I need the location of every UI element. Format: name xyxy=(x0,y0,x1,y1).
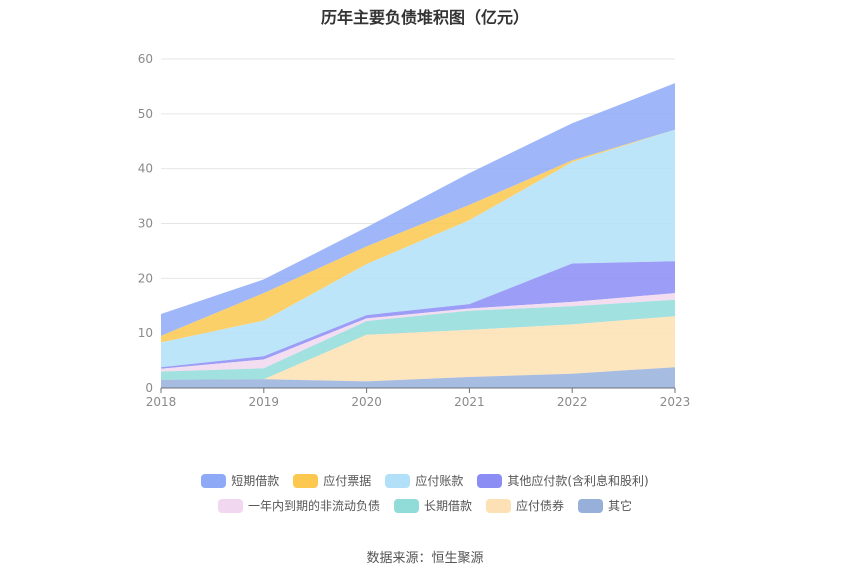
legend-swatch xyxy=(477,473,503,488)
legend-row: 一年内到期的非流动负债 长期借款 应付债券 其它 xyxy=(0,497,850,514)
legend-item[interactable]: 短期借款 xyxy=(201,472,279,489)
x-tick-label: 2020 xyxy=(351,395,382,409)
legend-item[interactable]: 应付票据 xyxy=(293,472,371,489)
area-series xyxy=(161,129,675,368)
x-tick-label: 2023 xyxy=(660,395,691,409)
data-source-note: 数据来源：恒生聚源 xyxy=(366,551,484,566)
legend-swatch xyxy=(201,473,227,488)
legend-swatch xyxy=(385,473,411,488)
area-series xyxy=(161,293,675,372)
legend-swatch xyxy=(393,498,419,513)
y-tick-label: 40 xyxy=(138,162,153,176)
y-tick-label: 10 xyxy=(138,326,153,340)
legend-label: 一年内到期的非流动负债 xyxy=(247,499,380,513)
area-series xyxy=(161,83,675,336)
legend: 短期借款 应付票据 应付账款 其他应付款(含利息和股利) 一年内到期的非流动负债 长期借… xyxy=(0,472,850,522)
legend-swatch xyxy=(578,498,604,513)
x-tick-label: 2019 xyxy=(249,395,280,409)
area-series-group xyxy=(161,83,675,388)
y-tick-label: 0 xyxy=(145,381,153,395)
legend-item[interactable]: 应付债券 xyxy=(486,497,564,514)
area-series xyxy=(161,261,675,369)
axes: 0 10 20 30 40 50 60 2018 2019 2020 2021 2022 2023 xyxy=(138,52,691,409)
legend-label: 其他应付款(含利息和股利) xyxy=(507,474,649,488)
y-tick-label: 20 xyxy=(138,271,153,285)
legend-label: 应付账款 xyxy=(415,474,464,488)
area-series xyxy=(161,316,675,382)
y-tick-label: 60 xyxy=(138,52,153,66)
legend-swatch xyxy=(486,498,511,513)
legend-label: 应付债券 xyxy=(516,499,565,513)
legend-item[interactable]: 其他应付款(含利息和股利) xyxy=(477,472,649,489)
legend-label: 长期借款 xyxy=(423,499,472,513)
x-tick-label: 2018 xyxy=(146,395,177,409)
area-series xyxy=(161,129,675,343)
legend-item[interactable]: 长期借款 xyxy=(393,497,472,514)
x-tick-label: 2022 xyxy=(557,395,588,409)
stacked-area-chart: 0 10 20 30 40 50 60 2018 2019 2020 2021 2022 2023 xyxy=(138,52,691,409)
legend-label: 短期借款 xyxy=(231,474,280,488)
legend-item[interactable]: 一年内到期的非流动负债 xyxy=(217,497,380,514)
legend-swatch xyxy=(293,473,319,488)
legend-item[interactable]: 应付账款 xyxy=(385,472,463,489)
chart-title: 历年主要负债堆积图（亿元） xyxy=(320,8,529,27)
legend-label: 其它 xyxy=(608,499,633,513)
legend-swatch xyxy=(217,498,243,513)
legend-label: 应付票据 xyxy=(323,474,372,488)
legend-item[interactable]: 其它 xyxy=(578,497,632,514)
y-tick-label: 30 xyxy=(138,217,153,231)
y-tick-label: 50 xyxy=(138,107,153,121)
x-tick-label: 2021 xyxy=(454,395,485,409)
legend-row: 短期借款 应付票据 应付账款 其他应付款(含利息和股利) xyxy=(0,472,850,489)
area-series xyxy=(161,367,675,388)
area-series xyxy=(161,299,675,380)
